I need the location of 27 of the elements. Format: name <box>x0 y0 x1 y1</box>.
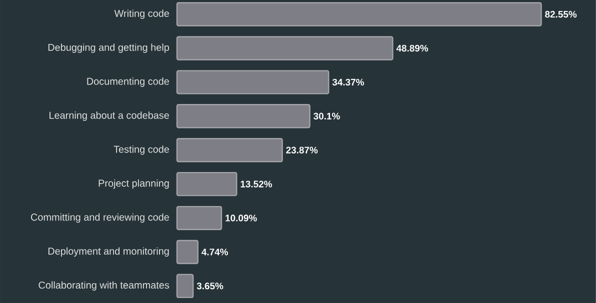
data-label: 23.87% <box>286 146 318 154</box>
data-label: 4.74% <box>202 248 228 256</box>
y-tick-label: Testing code <box>114 146 169 155</box>
y-tick-label: Learning about a codebase <box>50 112 169 121</box>
y-tick-label: Documenting code <box>87 78 169 87</box>
bar <box>176 206 222 230</box>
bar <box>176 70 330 94</box>
bar <box>176 2 542 26</box>
bar <box>176 104 310 128</box>
bar <box>176 36 394 60</box>
y-tick-label: Deployment and monitoring <box>48 247 169 257</box>
bar <box>176 138 283 162</box>
y-tick-label: Collaborating with teammates <box>38 281 170 291</box>
y-tick-label: Project planning <box>98 179 169 189</box>
y-tick-label: Writing code <box>114 10 169 19</box>
data-label: 30.1% <box>314 112 340 120</box>
data-label: 34.37% <box>332 78 364 86</box>
y-tick-label: Debugging and getting help <box>48 44 170 53</box>
data-label: 13.52% <box>240 180 272 188</box>
bar <box>176 240 198 264</box>
y-tick-label: Committing and reviewing code <box>30 213 169 223</box>
bar <box>176 172 238 196</box>
data-label: 3.65% <box>196 282 224 290</box>
data-label: 10.09% <box>226 214 257 222</box>
data-label: 82.55% <box>545 10 577 18</box>
data-label: 48.89% <box>396 44 428 52</box>
bar <box>176 274 194 298</box>
